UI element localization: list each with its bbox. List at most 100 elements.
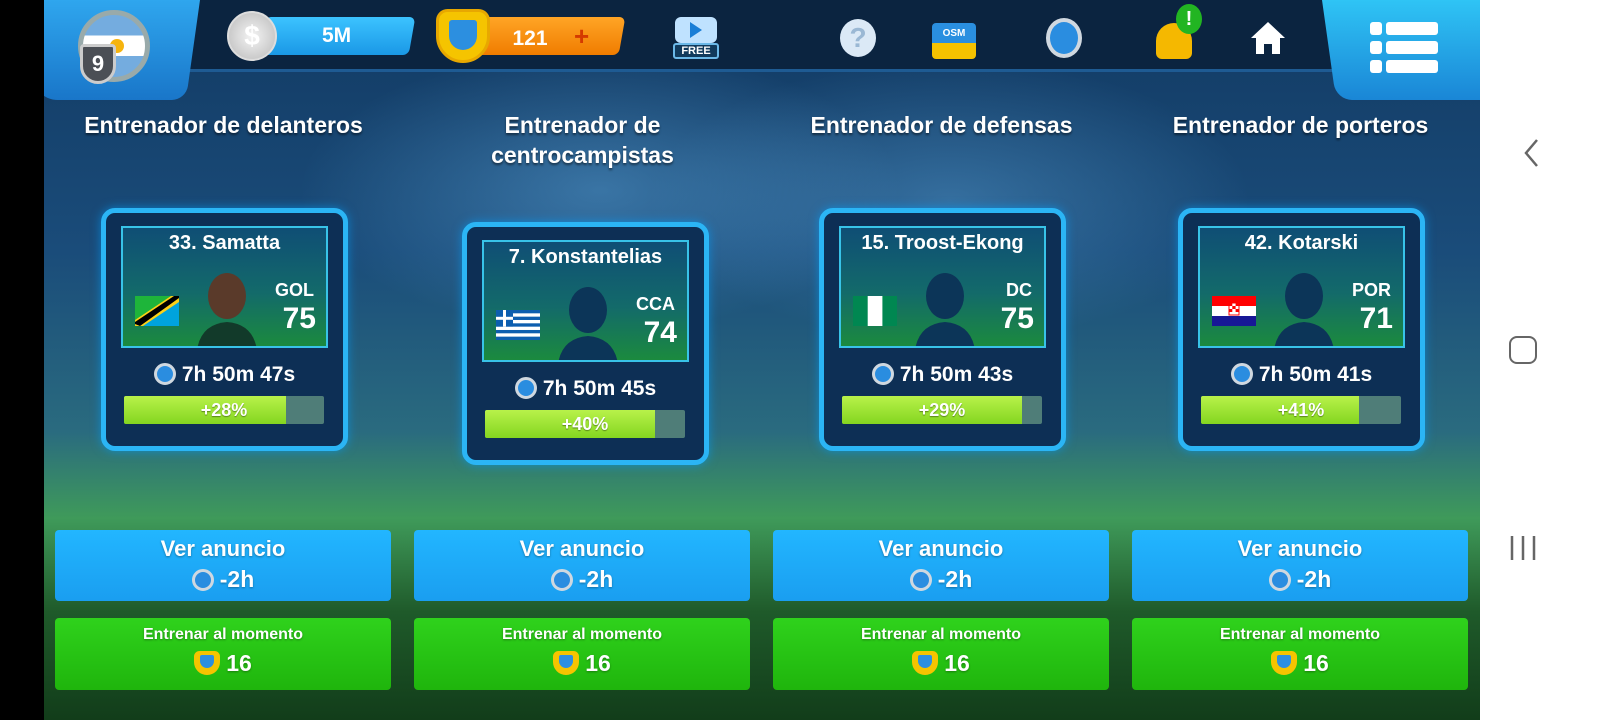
country-flag-icon — [1212, 296, 1256, 326]
player-panel: 7. Konstantelias CCA 74 — [482, 240, 689, 362]
training-timer: 7h 50m 45s — [467, 377, 704, 401]
stopwatch-icon — [871, 363, 894, 385]
player-avatar — [1274, 273, 1334, 346]
game-screen: 9 5M $ 121 + FREE ? OSM ! Entrenador de d… — [0, 0, 1480, 720]
player-position: CCA — [636, 294, 675, 314]
train-label: Entrenar al momento — [501, 626, 663, 643]
home-icon[interactable] — [1248, 18, 1288, 58]
player-rating: 74 — [643, 316, 677, 349]
stopwatch-icon — [1268, 569, 1291, 591]
train-label: Entrenar al momento — [860, 626, 1022, 643]
ad-label: Ver anuncio — [519, 536, 645, 561]
stopwatch-icon — [153, 363, 176, 385]
progress-fill — [124, 396, 286, 424]
free-video-button[interactable]: FREE — [662, 14, 730, 62]
progress-fill — [485, 410, 655, 438]
progress-fill — [842, 396, 1022, 424]
coins-value: 5M — [322, 24, 352, 47]
train-label: Entrenar al momento — [1219, 626, 1381, 643]
home-circle-icon[interactable] — [1509, 336, 1537, 364]
train-label: Entrenar al momento — [142, 626, 304, 643]
player-card[interactable]: 7. Konstantelias CCA 74 7h 50m 45s +40% — [462, 222, 709, 465]
watch-ad-button[interactable]: Ver anuncio -2h — [773, 530, 1109, 601]
coach-title: Entrenador de defensas — [810, 112, 1073, 138]
token-shield-icon — [912, 651, 939, 675]
training-progress-bar: +41% — [1201, 396, 1401, 424]
train-now-button[interactable]: Entrenar al momento 16 — [55, 618, 391, 690]
ad-reward: -2h — [1296, 566, 1332, 592]
token-shield-icon — [436, 9, 490, 63]
stopwatch-icon — [191, 569, 214, 591]
menu-icon[interactable] — [1370, 22, 1438, 74]
ad-label: Ver anuncio — [1237, 536, 1363, 561]
player-avatar — [197, 273, 257, 346]
player-panel: 15. Troost-Ekong DC 75 — [839, 226, 1046, 348]
tokens-counter[interactable]: 121 + — [466, 17, 626, 55]
player-rating: 75 — [1000, 302, 1034, 335]
back-icon[interactable] — [1522, 138, 1542, 168]
notification-badge: ! — [1176, 4, 1202, 34]
coach-title: Entrenador de delanteros — [84, 112, 363, 138]
country-flag-icon — [135, 296, 179, 326]
player-rating: 71 — [1359, 302, 1393, 335]
player-panel: 33. Samatta GOL 75 — [121, 226, 328, 348]
train-cost: 16 — [944, 650, 970, 676]
ad-label: Ver anuncio — [878, 536, 1004, 561]
ad-reward: -2h — [219, 566, 255, 592]
player-card[interactable]: 15. Troost-Ekong DC 75 7h 50m 43s +29% — [819, 208, 1066, 451]
token-shield-icon — [1271, 651, 1298, 675]
stopwatch-icon — [514, 377, 537, 399]
timer-value: 7h 50m 41s — [1258, 363, 1373, 386]
shop-label: OSM — [932, 23, 976, 59]
training-timer: 7h 50m 41s — [1183, 363, 1420, 387]
coach-title: Entrenador de centrocampistas — [491, 112, 674, 168]
progress-fill — [1201, 396, 1359, 424]
player-avatar — [558, 287, 618, 360]
player-card[interactable]: 33. Samatta GOL 75 7h 50m 47s +28% — [101, 208, 348, 451]
watch-ad-button[interactable]: Ver anuncio -2h — [414, 530, 750, 601]
video-play-icon — [675, 17, 717, 43]
add-tokens-icon[interactable]: + — [573, 21, 590, 51]
coins-counter[interactable]: 5M — [258, 17, 416, 55]
train-now-button[interactable]: Entrenar al momento 16 — [1132, 618, 1468, 690]
recent-apps-icon[interactable] — [1508, 534, 1538, 562]
player-card[interactable]: 42. Kotarski POR 71 7h 50m 41s +41% — [1178, 208, 1425, 451]
notification-bell-icon[interactable]: ! — [1154, 4, 1202, 59]
android-nav-bar — [1480, 0, 1600, 720]
stopwatch-icon — [909, 569, 932, 591]
training-timer: 7h 50m 43s — [824, 363, 1061, 387]
country-flag-icon — [853, 296, 897, 326]
coin-icon: $ — [227, 11, 277, 61]
help-icon[interactable]: ? — [838, 18, 878, 58]
player-rating: 75 — [282, 302, 316, 335]
watch-ad-button[interactable]: Ver anuncio -2h — [1132, 530, 1468, 601]
timer-value: 7h 50m 47s — [181, 363, 296, 386]
timer-value: 7h 50m 43s — [899, 363, 1014, 386]
train-now-button[interactable]: Entrenar al momento 16 — [414, 618, 750, 690]
stopwatch-icon — [550, 569, 573, 591]
ad-reward: -2h — [937, 566, 973, 592]
train-cost: 16 — [226, 650, 252, 676]
player-name: 42. Kotarski — [1244, 232, 1359, 254]
ad-reward: -2h — [578, 566, 614, 592]
timer-value: 7h 50m 45s — [542, 377, 657, 400]
player-name: 7. Konstantelias — [508, 246, 663, 268]
player-position: DC — [1006, 280, 1032, 300]
ad-label: Ver anuncio — [160, 536, 286, 561]
player-panel: 42. Kotarski POR 71 — [1198, 226, 1405, 348]
player-position: GOL — [275, 280, 314, 300]
stopwatch-icon[interactable] — [1044, 18, 1084, 58]
shop-bag-icon[interactable]: OSM — [932, 18, 976, 59]
coach-title: Entrenador de porteros — [1172, 112, 1429, 138]
watch-ad-button[interactable]: Ver anuncio -2h — [55, 530, 391, 601]
player-name: 33. Samatta — [168, 232, 281, 254]
free-label: FREE — [673, 43, 719, 59]
train-cost: 16 — [1303, 650, 1329, 676]
training-progress-bar: +28% — [124, 396, 324, 424]
train-now-button[interactable]: Entrenar al momento 16 — [773, 618, 1109, 690]
token-shield-icon — [553, 651, 580, 675]
boost-percent: +29% — [918, 400, 966, 420]
stopwatch-icon — [1230, 363, 1253, 385]
boost-percent: +28% — [200, 400, 248, 420]
training-progress-bar: +40% — [485, 410, 685, 438]
